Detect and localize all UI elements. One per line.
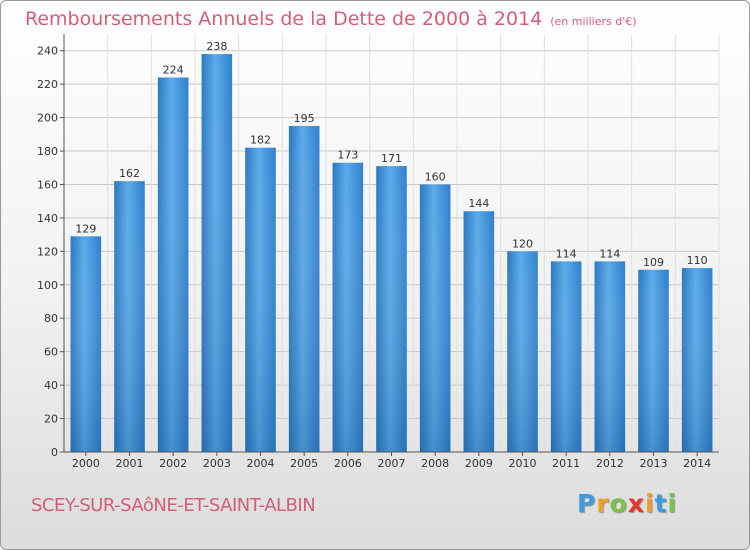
chart-title-text: Remboursements Annuels de la Dette de 20… <box>25 8 543 30</box>
x-tick-label: 2003 <box>203 457 231 470</box>
y-tick-label: 140 <box>37 212 58 225</box>
bar-value-label: 160 <box>425 170 446 183</box>
bar-value-label: 144 <box>468 197 489 210</box>
y-tick-label: 20 <box>44 413 58 426</box>
bar-shade <box>419 184 451 453</box>
bar-shade <box>332 162 364 452</box>
bar-shade <box>507 251 538 452</box>
bar-shade <box>681 268 713 452</box>
y-tick-label: 180 <box>37 145 58 158</box>
axis-layer: 0 20 40 60 80 100 120 140 160 180 200 220 240 2000 200… <box>37 34 719 470</box>
bar-shade <box>594 261 626 452</box>
y-tick-label: 40 <box>44 379 58 392</box>
logo-letter: i <box>645 489 655 518</box>
proxiti-logo-text: Proxiti <box>577 489 677 518</box>
bar-value-label: 114 <box>599 247 620 260</box>
x-tick-label: 2014 <box>683 457 711 470</box>
logo-letter: o <box>609 489 628 518</box>
x-tick-label: 2012 <box>596 457 624 470</box>
y-tick-label: 80 <box>44 312 58 325</box>
bar-shade <box>70 236 102 452</box>
logo-letter: x <box>627 489 645 518</box>
bar-value-label: 238 <box>206 40 227 53</box>
commune-name: SCEY-SUR-SAôNE-ET-SAINT-ALBIN <box>31 495 316 516</box>
x-tick-label: 2004 <box>247 457 275 470</box>
x-tick-label: 2006 <box>334 457 362 470</box>
chart-unit: (en milliers d'€) <box>550 15 637 28</box>
bar-shade <box>463 211 495 452</box>
x-tick-label: 2010 <box>509 457 537 470</box>
bar-value-label: 162 <box>119 167 140 180</box>
y-tick-label: 100 <box>37 279 58 292</box>
bar-value-label: 110 <box>687 254 708 267</box>
bar-shade <box>550 261 582 452</box>
bar-value-label: 171 <box>381 152 402 165</box>
x-tick-label: 2009 <box>465 457 493 470</box>
bar-value-label: 173 <box>337 149 358 162</box>
bar-value-label: 224 <box>163 63 184 76</box>
x-tick-label: 2002 <box>159 457 187 470</box>
logo-letter: t <box>654 489 668 518</box>
y-tick-label: 160 <box>37 178 58 191</box>
x-tick-label: 2008 <box>421 457 449 470</box>
y-tick-label: 0 <box>51 446 58 459</box>
y-tick-label: 60 <box>44 346 58 359</box>
bar-layer: 129 162 224 238 182 195 173 171 160 144 120 114 114 1… <box>70 40 713 453</box>
bar-value-label: 182 <box>250 134 271 147</box>
bar-value-label: 114 <box>556 247 577 260</box>
chart-title: Remboursements Annuels de la Dette de 20… <box>25 8 637 30</box>
bar-shade <box>201 54 233 453</box>
bar-value-label: 195 <box>294 112 315 125</box>
x-tick-label: 2013 <box>640 457 668 470</box>
proxiti-logo: Proxiti <box>577 489 677 518</box>
bar-shade <box>245 147 276 453</box>
x-tick-label: 2005 <box>290 457 318 470</box>
y-tick-label: 200 <box>37 112 58 125</box>
y-tick-label: 120 <box>37 245 58 258</box>
x-tick-label: 2001 <box>116 457 144 470</box>
y-tick-label: 220 <box>37 78 58 91</box>
y-tick-label: 240 <box>37 45 58 58</box>
bar-value-label: 109 <box>643 256 664 269</box>
x-tick-label: 2011 <box>552 457 580 470</box>
logo-letter: i <box>667 489 678 518</box>
bar-shade <box>157 77 189 453</box>
bar-shade <box>376 166 407 452</box>
bar-shade <box>288 125 320 453</box>
x-tick-label: 2007 <box>378 457 406 470</box>
bar-shade <box>638 269 669 452</box>
logo-letter: P <box>577 489 597 518</box>
logo-letter: r <box>596 489 610 518</box>
bar-value-label: 129 <box>75 222 96 235</box>
bar-shade <box>114 181 145 453</box>
x-tick-label: 2000 <box>72 457 100 470</box>
bar-value-label: 120 <box>512 237 533 250</box>
